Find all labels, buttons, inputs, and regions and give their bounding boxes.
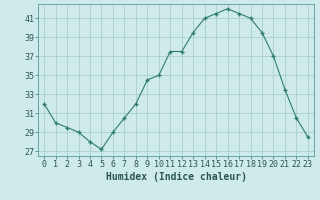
- X-axis label: Humidex (Indice chaleur): Humidex (Indice chaleur): [106, 172, 246, 182]
